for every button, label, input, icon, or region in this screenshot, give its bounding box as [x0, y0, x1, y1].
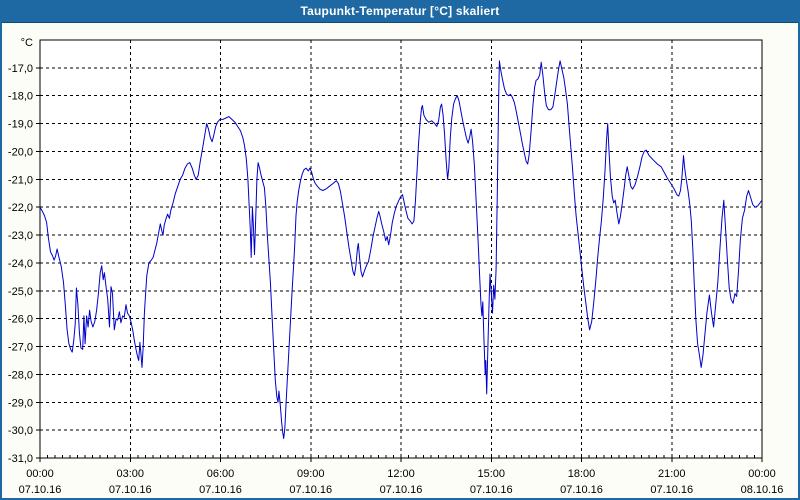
- x-tick-time: 18:00: [568, 468, 596, 480]
- x-tick-date: 07.10.16: [109, 484, 152, 496]
- chart-title: Taupunkt-Temperatur [°C] skaliert: [300, 4, 500, 18]
- x-tick-time: 15:00: [477, 468, 505, 480]
- x-tick-date: 07.10.16: [199, 484, 242, 496]
- y-tick-label: -20,0: [8, 146, 33, 158]
- temperature-series-line: [39, 60, 763, 439]
- x-tick-date: 07.10.16: [560, 484, 603, 496]
- y-tick-label: -21,0: [8, 174, 33, 186]
- x-tick-date: 07.10.16: [470, 484, 513, 496]
- y-tick-label: -28,0: [8, 369, 33, 381]
- x-tick-date: 07.10.16: [380, 484, 423, 496]
- y-tick-label: -31,0: [8, 453, 33, 465]
- y-tick-label: -26,0: [8, 314, 33, 326]
- x-tick-date: 07.10.16: [19, 484, 62, 496]
- y-tick-label: -24,0: [8, 258, 33, 270]
- y-axis-unit: °C: [21, 37, 33, 49]
- axis-ticks: [36, 67, 763, 462]
- x-tick-date: 08.10.16: [741, 484, 784, 496]
- x-tick-time: 21:00: [658, 468, 686, 480]
- x-tick-time: 09:00: [297, 468, 325, 480]
- y-tick-label: -19,0: [8, 119, 33, 131]
- x-tick-time: 03:00: [116, 468, 144, 480]
- gridlines: [40, 40, 762, 458]
- y-tick-label: -17,0: [8, 63, 33, 75]
- chart-title-bar: Taupunkt-Temperatur [°C] skaliert: [0, 0, 800, 23]
- y-tick-label: -29,0: [8, 397, 33, 409]
- x-tick-date: 07.10.16: [650, 484, 693, 496]
- y-tick-label: -23,0: [8, 230, 33, 242]
- x-tick-time: 06:00: [207, 468, 235, 480]
- y-tick-label: -22,0: [8, 202, 33, 214]
- x-tick-date: 07.10.16: [289, 484, 332, 496]
- y-tick-label: -27,0: [8, 342, 33, 354]
- y-tick-label: -18,0: [8, 91, 33, 103]
- y-tick-label: -30,0: [8, 425, 33, 437]
- y-tick-label: -25,0: [8, 286, 33, 298]
- x-tick-time: 00:00: [748, 468, 776, 480]
- x-tick-time: 00:00: [26, 468, 54, 480]
- x-tick-time: 12:00: [387, 468, 415, 480]
